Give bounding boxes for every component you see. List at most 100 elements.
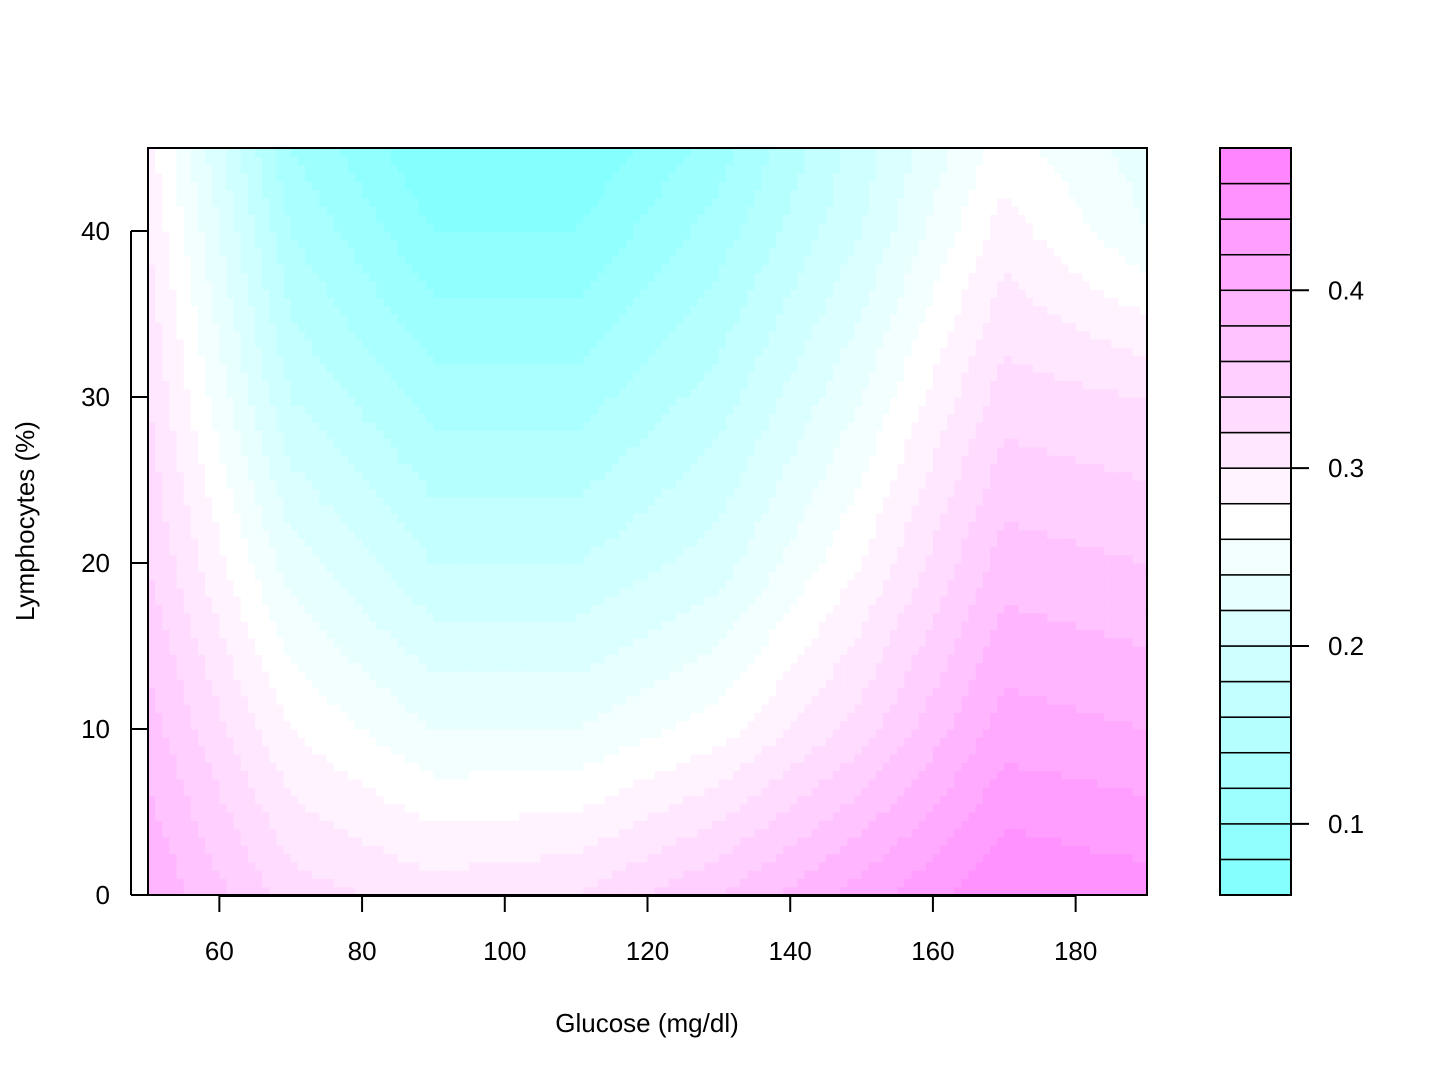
contour-cell: [433, 264, 442, 274]
contour-cell: [412, 646, 420, 655]
contour-cell: [426, 405, 435, 415]
contour-cell: [504, 704, 513, 713]
contour-cell: [419, 413, 427, 423]
contour-cell: [519, 753, 527, 763]
contour-cell: [312, 405, 320, 415]
contour-cell: [447, 762, 456, 772]
contour-cell: [454, 338, 463, 348]
contour-cell: [183, 148, 192, 157]
contour-cell: [412, 222, 420, 232]
contour-cell: [476, 604, 484, 614]
contour-cell: [148, 695, 156, 705]
contour-cell: [354, 206, 363, 215]
contour-cell: [155, 529, 163, 539]
contour-cell: [383, 828, 392, 838]
contour-cell: [190, 753, 199, 763]
contour-cell: [383, 853, 392, 863]
contour-cell: [440, 305, 449, 315]
contour-cell: [190, 272, 199, 282]
contour-cell: [297, 712, 306, 722]
contour-cell: [426, 289, 435, 298]
contour-cell: [283, 861, 292, 871]
contour-cell: [533, 438, 542, 448]
contour-cell: [247, 861, 256, 871]
contour-cell: [297, 787, 306, 796]
contour-cell: [247, 372, 256, 381]
contour-cell: [440, 148, 449, 157]
contour-cell: [383, 845, 392, 855]
contour-cell: [469, 496, 477, 506]
contour-cell: [362, 637, 370, 647]
contour-cell: [219, 521, 228, 531]
contour-cell: [490, 206, 499, 215]
contour-cell: [433, 629, 442, 639]
contour-cell: [269, 529, 278, 539]
contour-cell: [504, 380, 513, 390]
contour-cell: [290, 355, 299, 365]
contour-cell: [362, 729, 370, 738]
contour-cell: [469, 347, 477, 357]
contour-cell: [362, 513, 370, 523]
contour-cell: [226, 347, 235, 357]
contour-cell: [426, 596, 435, 606]
contour-cell: [247, 363, 256, 373]
contour-cell: [176, 297, 185, 307]
contour-cell: [469, 338, 477, 348]
contour-cell: [404, 662, 413, 672]
contour-cell: [369, 770, 377, 780]
contour-cell: [247, 239, 256, 249]
contour-cell: [262, 272, 270, 282]
contour-cell: [483, 222, 492, 232]
contour-cell: [297, 579, 306, 589]
contour-cell: [519, 455, 527, 464]
contour-cell: [454, 538, 463, 547]
contour-cell: [426, 272, 435, 282]
contour-cell: [376, 579, 385, 589]
contour-cell: [533, 629, 542, 639]
contour-cell: [354, 870, 363, 879]
contour-cell: [469, 637, 477, 647]
contour-cell: [369, 330, 377, 340]
contour-cell: [297, 762, 306, 772]
contour-cell: [233, 255, 242, 265]
contour-cell: [469, 488, 477, 498]
contour-cell: [297, 737, 306, 747]
contour-cell: [247, 314, 256, 323]
contour-cell: [412, 280, 420, 290]
contour-cell: [233, 164, 242, 174]
contour-cell: [240, 845, 249, 855]
contour-cell: [205, 455, 213, 464]
contour-cell: [269, 330, 278, 340]
contour-cell: [497, 197, 506, 207]
contour-cell: [169, 538, 178, 547]
contour-cell: [362, 803, 370, 813]
contour-cell: [148, 687, 156, 697]
contour-cell: [526, 463, 534, 473]
contour-cell: [283, 480, 292, 489]
contour-cell: [497, 189, 506, 199]
contour-cell: [419, 405, 427, 415]
contour-cell: [404, 687, 413, 697]
contour-cell: [461, 438, 470, 448]
contour-cell: [461, 413, 470, 423]
contour-cell: [255, 222, 263, 232]
contour-cell: [376, 330, 385, 340]
contour-cell: [397, 280, 406, 290]
contour-cell: [511, 148, 520, 157]
contour-cell: [362, 745, 370, 755]
contour-cell: [197, 148, 206, 157]
contour-cell: [197, 778, 206, 788]
contour-cell: [276, 646, 285, 655]
contour-cell: [476, 828, 484, 838]
contour-cell: [419, 646, 427, 655]
contour-cell: [504, 156, 513, 166]
contour-cell: [490, 795, 499, 805]
contour-cell: [226, 264, 235, 274]
contour-cell: [526, 762, 534, 772]
contour-cell: [155, 239, 163, 249]
contour-cell: [304, 604, 313, 614]
contour-cell: [255, 214, 263, 224]
contour-cell: [319, 405, 327, 415]
contour-cell: [262, 737, 270, 747]
contour-cell: [183, 836, 192, 846]
